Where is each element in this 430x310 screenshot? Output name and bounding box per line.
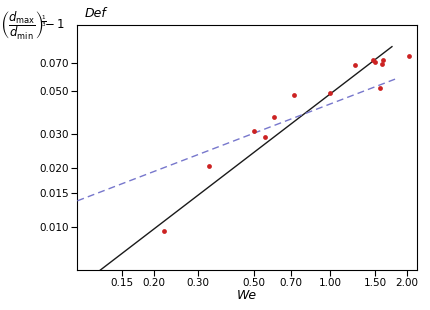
Text: $\left(\dfrac{d_{\mathrm{max}}}{d_{\mathrm{min}}}\right)^{\!\!\frac{1}{3}}\!\!-1: $\left(\dfrac{d_{\mathrm{max}}}{d_{\math… [0, 9, 65, 41]
Text: Def: Def [84, 7, 106, 20]
Point [406, 53, 413, 58]
Point [369, 58, 376, 63]
Point [327, 91, 334, 95]
Point [205, 164, 212, 169]
Point [261, 135, 268, 140]
Point [271, 114, 278, 119]
Point [380, 58, 387, 63]
Point [291, 92, 298, 97]
Point [251, 129, 258, 134]
Point [352, 63, 359, 68]
Point [379, 62, 386, 67]
Point [161, 228, 168, 233]
X-axis label: We: We [237, 290, 257, 303]
Point [372, 59, 378, 64]
Point [377, 85, 384, 90]
